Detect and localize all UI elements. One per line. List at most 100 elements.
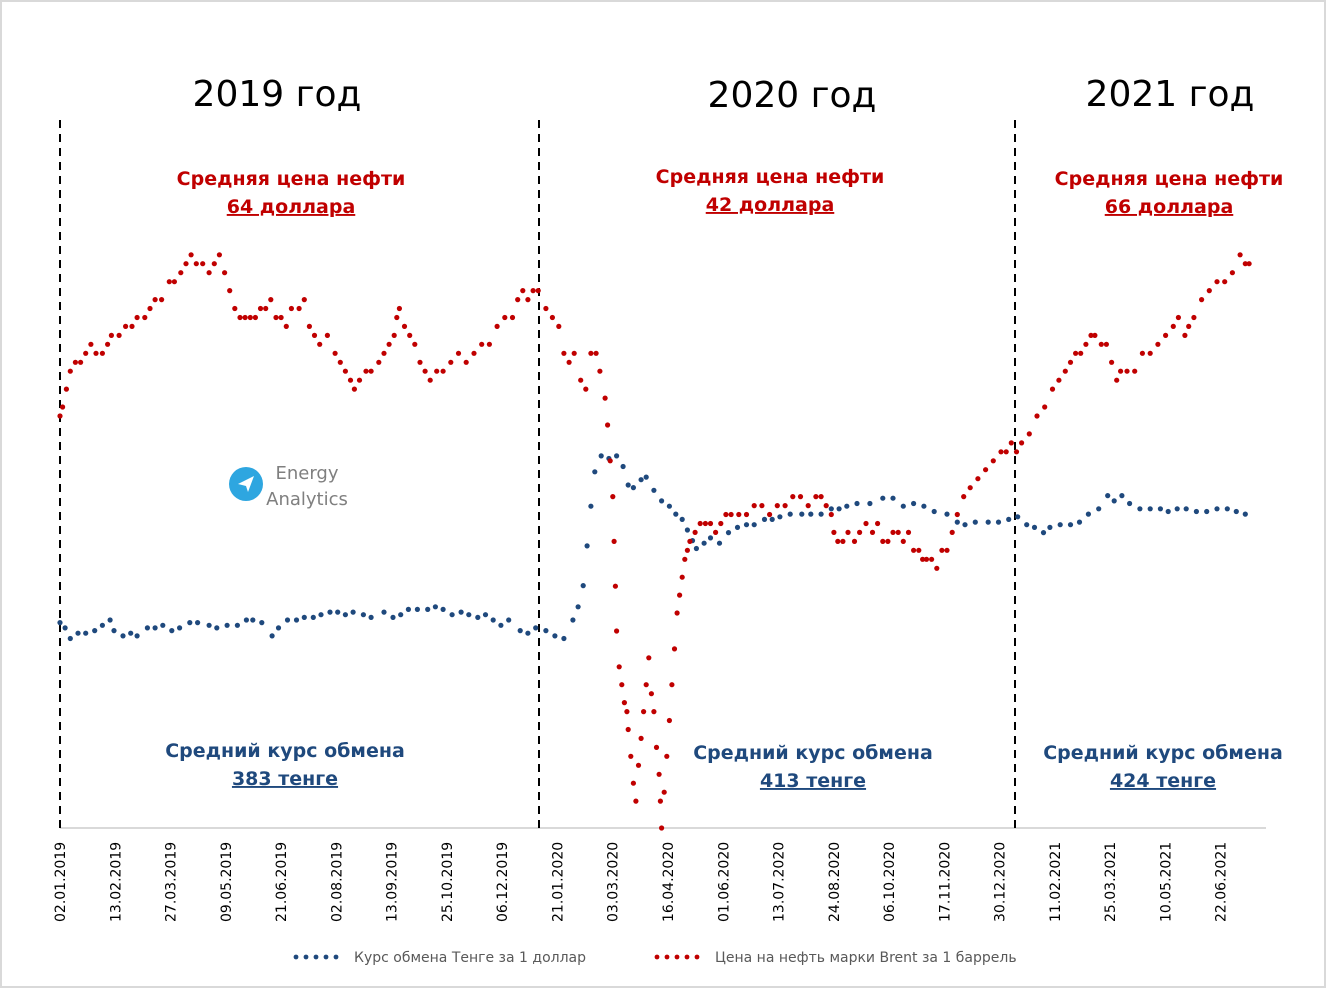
legend-fx-dot xyxy=(333,954,339,960)
fx-data-point xyxy=(1183,506,1189,512)
oil-data-point xyxy=(949,529,955,536)
oil-data-point xyxy=(845,529,851,536)
fx-data-point xyxy=(134,633,140,639)
legend-oil-label: Цена на нефть марки Brent за 1 баррель xyxy=(715,950,1017,966)
oil-data-point xyxy=(57,413,63,419)
oil-data-point xyxy=(368,368,374,374)
x-tick-label: 02.08.2019 xyxy=(329,842,345,922)
oil-data-point xyxy=(759,503,765,509)
x-tick-label: 09.05.2019 xyxy=(219,842,235,922)
fx-data-point xyxy=(944,511,950,517)
fx-data-point xyxy=(1111,498,1117,504)
oil-data-point xyxy=(193,261,199,267)
oil-data-point xyxy=(434,368,440,374)
oil-data-point xyxy=(605,422,611,428)
oil-data-point xyxy=(630,780,637,786)
fx-data-point xyxy=(107,617,113,623)
oil-data-point xyxy=(1008,440,1014,446)
oil-data-point xyxy=(479,341,485,347)
oil-data-point xyxy=(1013,449,1020,455)
year-label-2019: 2019 год xyxy=(193,74,362,115)
legend-oil-dot xyxy=(694,954,700,960)
oil-data-point xyxy=(967,485,973,491)
oil-data-point xyxy=(1147,350,1153,356)
oil-data-point xyxy=(535,288,541,294)
fx-data-point xyxy=(751,522,757,528)
oil-data-point xyxy=(728,511,734,518)
oil-data-point xyxy=(682,556,688,562)
oil-data-point xyxy=(597,368,603,374)
fx-data-point xyxy=(169,628,175,634)
fx-data-point xyxy=(275,625,282,631)
oil-data-point xyxy=(638,735,644,742)
fx-data-point xyxy=(533,625,539,631)
oil-data-point xyxy=(188,252,194,258)
fx-data-point xyxy=(360,612,366,618)
fx-data-point xyxy=(931,508,937,515)
fx-data-point xyxy=(1006,516,1012,523)
watermark-line2: Analytics xyxy=(266,489,348,510)
oil-data-point xyxy=(1246,261,1252,267)
oil-data-point xyxy=(363,368,369,374)
fx-data-point xyxy=(769,516,775,523)
oil-data-point xyxy=(790,494,796,500)
oil-data-point xyxy=(869,529,876,536)
oil-data-point xyxy=(417,359,423,365)
oil-data-point xyxy=(990,458,996,464)
fx-data-point xyxy=(284,617,291,623)
fx-data-point xyxy=(867,500,873,507)
oil-data-point xyxy=(1062,368,1068,374)
x-tick-label: 13.09.2019 xyxy=(385,842,401,922)
oil-data-point xyxy=(463,359,469,365)
oil-data-point xyxy=(588,350,594,356)
fx-data-point xyxy=(293,617,300,623)
oil-data-point xyxy=(818,494,824,500)
oil-data-point xyxy=(1182,332,1188,338)
oil-data-point xyxy=(337,359,343,365)
x-tick-label: 27.03.2019 xyxy=(164,842,180,922)
fx-data-point xyxy=(1165,508,1171,515)
fx-data-point xyxy=(243,617,249,623)
fx-data-point xyxy=(206,622,212,628)
fx-data-point xyxy=(701,540,707,546)
oil-data-point xyxy=(671,646,678,652)
oil-data-point xyxy=(900,538,906,545)
legend-fx-dot xyxy=(313,954,319,960)
fx-data-point xyxy=(828,506,834,512)
fx-data-point xyxy=(1242,511,1248,517)
oil-data-point xyxy=(288,305,294,312)
oil-data-point xyxy=(835,538,841,545)
oil-data-point xyxy=(381,350,387,356)
fx-data-point xyxy=(592,469,598,475)
fx-data-point xyxy=(160,622,166,628)
x-tick-label: 06.10.2020 xyxy=(882,842,898,922)
oil-data-point xyxy=(653,744,660,751)
oil-data-point xyxy=(911,547,917,553)
fx-data-point xyxy=(625,482,631,488)
oil-data-point xyxy=(296,305,302,312)
fx-data-point xyxy=(327,609,333,615)
oil-data-point xyxy=(200,261,206,267)
oil-data-point xyxy=(920,556,926,562)
year-label-2020: 2020 год xyxy=(708,75,877,116)
oil-data-point xyxy=(1109,359,1115,365)
fx-data-point xyxy=(482,612,489,618)
oil-data-point xyxy=(1229,270,1235,276)
fx-data-point xyxy=(1127,500,1133,507)
oil-data-point xyxy=(616,664,622,670)
oil-data-point xyxy=(549,314,556,321)
oil-data-point xyxy=(1206,288,1212,294)
oil-data-point xyxy=(646,655,652,661)
fx-data-point xyxy=(777,514,783,520)
watermark-line1: Energy xyxy=(275,463,338,484)
oil-data-point xyxy=(317,341,323,347)
fx-data-point xyxy=(92,628,98,634)
fx-data-point xyxy=(195,620,201,626)
oil-data-point xyxy=(386,341,392,347)
oil-data-point xyxy=(857,529,863,536)
fx-data-point xyxy=(310,614,316,621)
oil-data-point xyxy=(311,332,318,338)
oil-data-point xyxy=(252,314,258,321)
oil-data-point xyxy=(306,323,312,329)
